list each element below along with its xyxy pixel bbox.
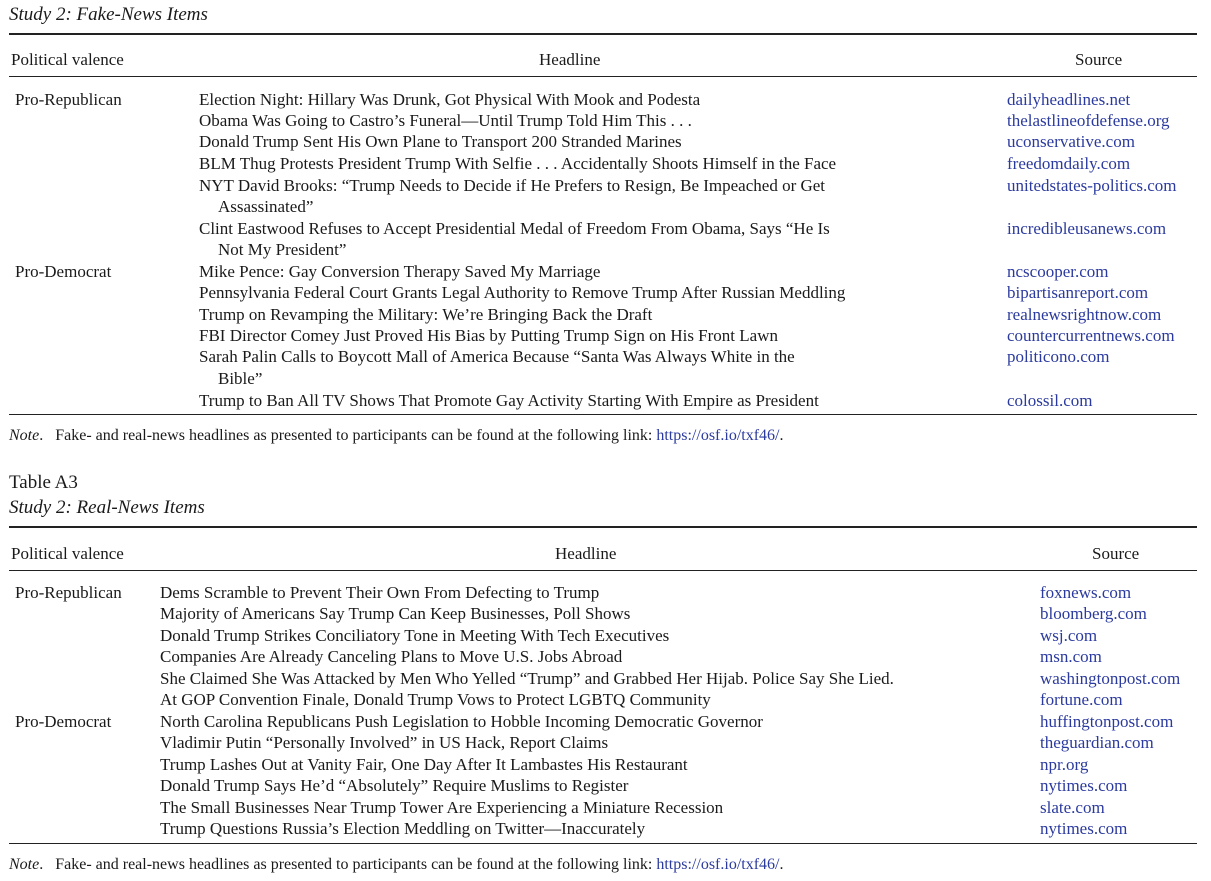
note-period: . <box>39 427 56 444</box>
table-a3-headline: Donald Trump Strikes Conciliatory Tone i… <box>160 626 670 645</box>
table-a3-headline: Dems Scramble to Prevent Their Own From … <box>160 583 600 602</box>
table-a2-header-source: Source <box>1075 50 1123 69</box>
table-a2-source-link[interactable]: dailyheadlines.net <box>1007 90 1131 109</box>
note-period: . <box>39 856 56 873</box>
table-a2-headline: Election Night: Hillary Was Drunk, Got P… <box>199 90 701 109</box>
table-a2-source-link[interactable]: realnewsrightnow.com <box>1007 305 1162 324</box>
table-a2-headline: Trump on Revamping the Military: We’re B… <box>199 305 653 324</box>
note-end: . <box>779 427 784 444</box>
table-a3-source-link[interactable]: msn.com <box>1040 647 1102 666</box>
table-a3-source-link[interactable]: bloomberg.com <box>1040 604 1147 623</box>
table-a2-source-link[interactable]: incredibleusanews.com <box>1007 219 1167 238</box>
note-text: Fake- and real-news headlines as present… <box>55 856 653 873</box>
table-a3-note: Note. Fake- and real-news headlines as p… <box>9 854 783 875</box>
table-a3-header-rule <box>9 570 1197 571</box>
table-a3-header-source: Source <box>1092 544 1140 563</box>
table-a2-headline: Pennsylvania Federal Court Grants Legal … <box>199 283 846 302</box>
table-a2-source-link[interactable]: politicono.com <box>1007 347 1110 366</box>
table-a3-headline: At GOP Convention Finale, Donald Trump V… <box>160 690 711 709</box>
table-a3-source-link[interactable]: theguardian.com <box>1040 733 1154 752</box>
table-a3-label: Table A3 <box>9 472 78 493</box>
note-label: Note <box>9 427 40 444</box>
osf-link[interactable]: https://osf.io/txf46/ <box>656 856 780 873</box>
table-a2-headline: Obama Was Going to Castro’s Funeral—Unti… <box>199 111 692 130</box>
table-a2-headline: FBI Director Comey Just Proved His Bias … <box>199 326 778 345</box>
table-a2-source-link[interactable]: unitedstates-politics.com <box>1007 176 1177 195</box>
table-a3-top-rule <box>9 526 1197 528</box>
table-a2-top-rule <box>9 33 1197 35</box>
table-a2-source-link[interactable]: countercurrentnews.com <box>1007 326 1175 345</box>
table-a2-headline-continuation: Assassinated” <box>218 197 314 216</box>
table-a2-headline: Donald Trump Sent His Own Plane to Trans… <box>199 132 682 151</box>
table-a2-note: Note. Fake- and real-news headlines as p… <box>9 425 783 446</box>
table-a3-headline: She Claimed She Was Attacked by Men Who … <box>160 669 894 688</box>
note-end: . <box>779 856 784 873</box>
table-a2-source-link[interactable]: bipartisanreport.com <box>1007 283 1149 302</box>
note-label: Note <box>9 856 40 873</box>
table-a2-source-link[interactable]: uconservative.com <box>1007 132 1135 151</box>
table-a2-headline-continuation: Not My President” <box>218 240 347 259</box>
table-a3-source-link[interactable]: nytimes.com <box>1040 819 1128 838</box>
table-a3-headline: Companies Are Already Canceling Plans to… <box>160 647 623 666</box>
table-a2-header-valence: Political valence <box>11 50 124 69</box>
table-a2-source-link[interactable]: thelastlineofdefense.org <box>1007 111 1170 130</box>
table-a3-source-link[interactable]: huffingtonpost.com <box>1040 712 1174 731</box>
table-a3-headline: Majority of Americans Say Trump Can Keep… <box>160 604 631 623</box>
table-a3-source-link[interactable]: nytimes.com <box>1040 776 1128 795</box>
table-a2-group-pro-republican: Pro-Republican <box>15 90 122 109</box>
table-a3-group-pro-republican: Pro-Republican <box>15 583 122 602</box>
table-a2-headline: BLM Thug Protests President Trump With S… <box>199 154 837 173</box>
table-a2-headline: Clint Eastwood Refuses to Accept Preside… <box>199 219 830 238</box>
table-a3-headline: Trump Questions Russia’s Election Meddli… <box>160 819 646 838</box>
table-a3-caption: Study 2: Real-News Items <box>9 497 205 518</box>
table-a3-bottom-rule <box>9 843 1197 844</box>
table-a3-headline: The Small Businesses Near Trump Tower Ar… <box>160 798 724 817</box>
table-a3-headline: Vladimir Putin “Personally Involved” in … <box>160 733 609 752</box>
table-a2-headline: NYT David Brooks: “Trump Needs to Decide… <box>199 176 826 195</box>
table-a2-source-link[interactable]: colossil.com <box>1007 391 1093 410</box>
table-a2-headline: Mike Pence: Gay Conversion Therapy Saved… <box>199 262 601 281</box>
table-a3-source-link[interactable]: npr.org <box>1040 755 1089 774</box>
table-a2-header-rule <box>9 76 1197 77</box>
table-a2-source-link[interactable]: freedomdaily.com <box>1007 154 1131 173</box>
table-a3-source-link[interactable]: slate.com <box>1040 798 1105 817</box>
table-a3-source-link[interactable]: fortune.com <box>1040 690 1123 709</box>
table-a2-headline: Trump to Ban All TV Shows That Promote G… <box>199 391 819 410</box>
table-a2-source-link[interactable]: ncscooper.com <box>1007 262 1109 281</box>
note-text: Fake- and real-news headlines as present… <box>55 427 653 444</box>
table-a3-source-link[interactable]: wsj.com <box>1040 626 1098 645</box>
table-a3-group-pro-democrat: Pro-Democrat <box>15 712 112 731</box>
table-a3-headline: North Carolina Republicans Push Legislat… <box>160 712 763 731</box>
table-a3-header-valence: Political valence <box>11 544 124 563</box>
table-a2-header-headline: Headline <box>539 50 601 69</box>
table-a3-source-link[interactable]: foxnews.com <box>1040 583 1132 602</box>
osf-link[interactable]: https://osf.io/txf46/ <box>656 427 780 444</box>
table-a2-caption: Study 2: Fake-News Items <box>9 4 208 25</box>
table-a2-bottom-rule <box>9 414 1197 415</box>
table-a3-header-headline: Headline <box>555 544 617 563</box>
table-a2-headline-continuation: Bible” <box>218 369 263 388</box>
table-a3-headline: Donald Trump Says He’d “Absolutely” Requ… <box>160 776 629 795</box>
table-a2-group-pro-democrat: Pro-Democrat <box>15 262 112 281</box>
table-a2-headline: Sarah Palin Calls to Boycott Mall of Ame… <box>199 347 795 366</box>
table-a3-headline: Trump Lashes Out at Vanity Fair, One Day… <box>160 755 688 774</box>
table-a3-source-link[interactable]: washingtonpost.com <box>1040 669 1181 688</box>
